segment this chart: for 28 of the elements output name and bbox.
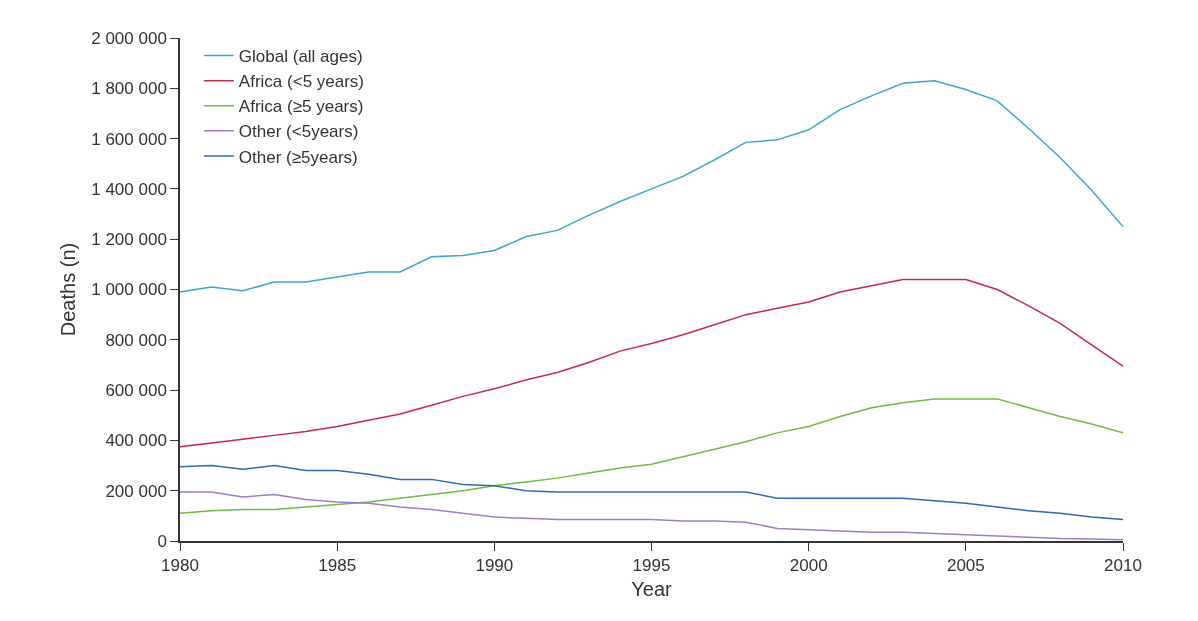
y-tick-label: 1 800 000 bbox=[91, 79, 167, 99]
x-tick-label: 1995 bbox=[632, 556, 671, 576]
legend-label: Africa (<5 years) bbox=[238, 72, 365, 92]
legend-label: Africa (≥5 years) bbox=[238, 97, 364, 117]
x-tick-label: 2005 bbox=[946, 556, 985, 576]
y-tick-label: 1 400 000 bbox=[91, 179, 167, 199]
line-series bbox=[180, 278, 1123, 448]
y-axis-title: Deaths (n) bbox=[57, 242, 80, 337]
legend-label: Other (<5years) bbox=[238, 122, 359, 142]
y-tick-label: 1 600 000 bbox=[91, 129, 167, 149]
y-tick-label: 1 200 000 bbox=[91, 230, 167, 250]
y-tick-label: 1 000 000 bbox=[91, 280, 167, 300]
y-tick-label: 200 000 bbox=[105, 481, 167, 501]
legend-label: Other (≥5years) bbox=[238, 147, 358, 167]
x-tick-label: 1980 bbox=[161, 556, 199, 576]
line-series bbox=[180, 464, 1123, 521]
line-series bbox=[180, 398, 1123, 515]
x-tick-label: 2000 bbox=[789, 556, 828, 576]
y-tick-label: 0 bbox=[157, 531, 167, 551]
legend-label: Global (all ages) bbox=[238, 47, 363, 67]
x-tick-label: 1985 bbox=[318, 556, 357, 576]
x-axis-title: Year bbox=[631, 578, 673, 601]
x-tick-label: 1990 bbox=[475, 556, 514, 576]
y-tick-label: 600 000 bbox=[105, 381, 167, 401]
y-tick-label: 400 000 bbox=[105, 431, 167, 451]
y-tick-label: 2 000 000 bbox=[91, 28, 167, 48]
x-tick-label: 2010 bbox=[1104, 556, 1142, 576]
y-tick-label: 800 000 bbox=[105, 330, 167, 350]
